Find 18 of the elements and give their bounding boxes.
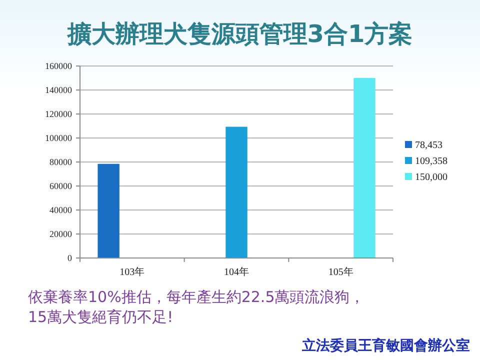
y-tick-label: 160000: [45, 61, 72, 71]
x-tick-label: 104年: [224, 266, 249, 278]
text: 依棄養率10%推估，每年產生約22.5萬頭流浪狗， 15萬犬隻絕育仍不足!: [28, 288, 365, 326]
y-tick-label: 120000: [45, 109, 72, 119]
y-tick-label: 60000: [50, 181, 72, 191]
legend-label: 109,358: [415, 156, 448, 167]
y-tick-label: 20000: [50, 229, 72, 239]
text: 立法委員王育敏國會辦公室: [301, 337, 470, 354]
y-tick-label: 140000: [45, 85, 72, 95]
x-tick-label: 105年: [328, 266, 354, 278]
x-tick-label: 103年: [120, 266, 145, 278]
legend-label: 150,000: [415, 172, 448, 183]
chart-title: 擴大辦理犬隻源頭管理3合1方案: [66, 20, 413, 48]
y-tick-label: 100000: [45, 133, 72, 143]
y-tick-label: 80000: [50, 157, 72, 167]
y-tick-label: 40000: [50, 205, 72, 215]
y-tick-label: 0: [68, 253, 72, 263]
legend-label: 78,453: [415, 140, 442, 151]
